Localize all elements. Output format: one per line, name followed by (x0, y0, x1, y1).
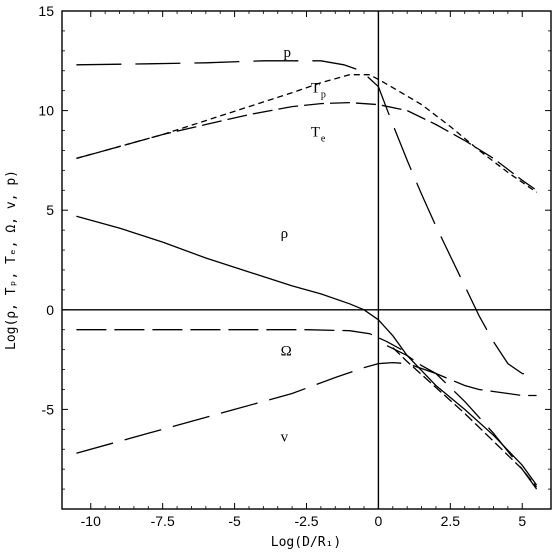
series-line-omega (76, 329, 402, 351)
y-axis-label: Log(ρ, Tₚ, Tₑ, Ω, v, p) (4, 170, 19, 350)
y-tick-label: 15 (38, 3, 54, 19)
curve-label: v (281, 429, 289, 445)
series-line-p (76, 60, 537, 377)
series-line-tp (76, 74, 537, 193)
y-tick-label: 5 (46, 202, 54, 218)
x-tick-label: 0 (375, 513, 383, 529)
curve-label: T (311, 81, 320, 97)
y-tick-label: 0 (46, 302, 54, 318)
axis-ticks: -10 -7.5 -5 -2.5 0 2.5 5 -5 0 5 10 15 (38, 3, 551, 529)
series-line-branch-7 (392, 347, 538, 488)
x-tick-label: 2.5 (441, 513, 461, 529)
curve-label: ρ (281, 226, 289, 242)
series-line-te (76, 101, 537, 191)
x-tick-label: -7.5 (151, 513, 175, 529)
curve-label: p (283, 45, 291, 61)
x-tick-label: -2.5 (294, 513, 318, 529)
reference-lines (62, 11, 551, 509)
plot-frame (61, 10, 552, 510)
y-tick-label: 10 (38, 103, 54, 119)
series-line-v (76, 361, 538, 490)
x-tick-label: 5 (518, 513, 526, 529)
x-tick-label: -10 (81, 513, 101, 529)
curve-label: Ω (281, 344, 292, 360)
curve-label-subscript: p (321, 90, 326, 101)
series-layer (76, 60, 538, 490)
curve-label-subscript: e (321, 133, 326, 144)
x-axis-label: Log(D/R₁) (271, 535, 341, 550)
curve-label: T (311, 124, 320, 140)
x-tick-label: -5 (228, 513, 241, 529)
series-line-rho (76, 215, 538, 486)
y-tick-label: -5 (42, 401, 55, 417)
series-line-branch-5 (386, 345, 537, 397)
